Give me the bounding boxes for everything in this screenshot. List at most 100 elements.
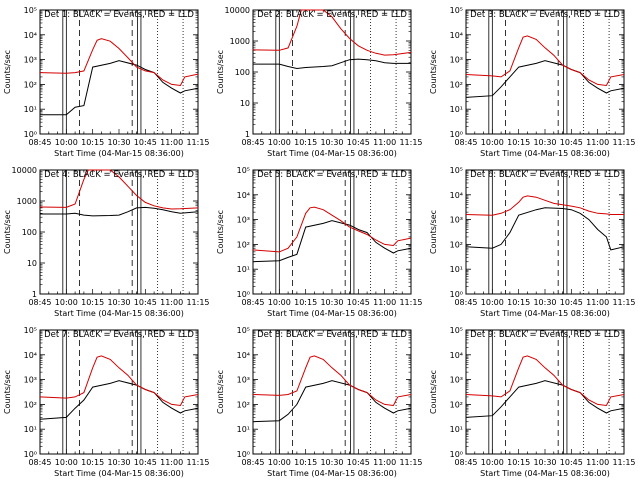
x-tick-label: 11:15 <box>612 298 635 307</box>
y-axis-label: Counts/sec <box>3 50 12 94</box>
y-tick-label: 10³ <box>237 376 250 385</box>
series-events-line <box>465 380 625 418</box>
series-events-line <box>252 380 412 423</box>
x-tick-label: 11:00 <box>160 458 183 467</box>
plot-title: Det 7: BLACK = Events, RED = LLD <box>44 330 194 340</box>
y-tick-label: 10 <box>27 259 37 268</box>
x-tick-label: 08:45 <box>28 298 51 307</box>
y-tick-label: 10⁵ <box>24 326 37 335</box>
y-tick-label: 1000 <box>230 37 250 46</box>
x-tick-label: 10:45 <box>134 138 157 147</box>
x-axis-label: Start Time (04-Mar-15 08:36:00) <box>54 309 184 318</box>
detector-plot-7: 10⁰ 10¹ 10² 10³ 10⁴ 10⁵ 08:45 10:00 10:15 10:30 10… <box>3 326 210 478</box>
series-events-line <box>40 60 199 116</box>
x-tick-label: 10:30 <box>533 138 556 147</box>
y-tick-label: 10² <box>237 400 250 409</box>
x-tick-label: 10:00 <box>481 298 504 307</box>
x-tick-label: 11:15 <box>399 138 422 147</box>
y-tick-label: 10⁵ <box>237 326 250 335</box>
y-tick-label: 10⁵ <box>450 166 463 175</box>
y-tick-label: 10¹ <box>24 425 37 434</box>
y-axis-label: Counts/sec <box>3 210 12 254</box>
x-tick-label: 10:00 <box>268 458 291 467</box>
detector-plot-8: 10⁰ 10¹ 10² 10³ 10⁴ 10⁵ 08:45 10:00 10:15 10:30 10… <box>216 326 423 478</box>
x-tick-label: 11:00 <box>373 458 396 467</box>
x-tick-label: 10:45 <box>347 298 370 307</box>
y-tick-label: 10⁴ <box>237 191 250 200</box>
y-tick-label: 10⁴ <box>237 351 250 360</box>
y-tick-label: 10² <box>24 400 37 409</box>
x-tick-label: 10:15 <box>294 138 317 147</box>
y-tick-label: 10⁵ <box>450 6 463 15</box>
x-tick-label: 08:45 <box>28 458 51 467</box>
y-tick-label: 1 <box>245 130 250 139</box>
x-tick-label: 11:00 <box>373 138 396 147</box>
y-tick-label: 10⁴ <box>450 351 463 360</box>
x-axis-label: Start Time (04-Mar-15 08:36:00) <box>54 469 184 478</box>
y-tick-label: 10³ <box>450 216 463 225</box>
series-events-line <box>40 206 199 217</box>
y-tick-label: 10² <box>450 400 463 409</box>
series-lld-line <box>252 355 412 407</box>
x-axis-label: Start Time (04-Mar-15 08:36:00) <box>480 309 610 318</box>
y-axis-label: Counts/sec <box>216 370 225 414</box>
y-tick-label: 10⁰ <box>237 290 250 299</box>
y-tick-label: 10⁵ <box>237 166 250 175</box>
x-tick-label: 11:15 <box>399 458 422 467</box>
plot-title: Det 3: BLACK = Events, RED = LLD <box>470 10 620 20</box>
series-events-line <box>252 220 412 263</box>
y-tick-label: 10⁴ <box>24 31 37 40</box>
y-tick-label: 10² <box>24 80 37 89</box>
x-tick-label: 08:45 <box>454 458 477 467</box>
y-axis-label: Counts/sec <box>429 50 438 94</box>
x-tick-label: 10:30 <box>320 298 343 307</box>
x-tick-label: 10:45 <box>347 138 370 147</box>
series-lld-line <box>252 9 412 56</box>
x-tick-label: 10:00 <box>55 458 78 467</box>
series-lld-line <box>465 355 625 407</box>
series-lld-line <box>39 169 199 210</box>
y-axis-label: Counts/sec <box>3 370 12 414</box>
x-tick-label: 11:00 <box>586 298 609 307</box>
detector-plot-3: 10⁰ 10¹ 10² 10³ 10⁴ 10⁵ 08:45 10:00 10:15 10:30 10… <box>429 6 636 158</box>
y-tick-label: 10³ <box>237 216 250 225</box>
plot-title: Det 8: BLACK = Events, RED = LLD <box>257 330 407 340</box>
x-tick-label: 10:30 <box>107 138 130 147</box>
x-tick-label: 11:00 <box>160 298 183 307</box>
series-events-line <box>39 380 199 420</box>
plot-title: Det 9: BLACK = Events, RED = LLD <box>470 330 620 340</box>
y-tick-label: 10¹ <box>450 425 463 434</box>
y-tick-label: 10⁴ <box>24 351 37 360</box>
x-tick-label: 10:00 <box>481 458 504 467</box>
y-tick-label: 100 <box>235 68 250 77</box>
x-tick-label: 11:15 <box>186 138 209 147</box>
detector-plot-9: 10⁰ 10¹ 10² 10³ 10⁴ 10⁵ 08:45 10:00 10:15 10:30 10… <box>429 326 636 478</box>
x-tick-label: 10:15 <box>507 458 530 467</box>
x-axis-label: Start Time (04-Mar-15 08:36:00) <box>267 469 397 478</box>
y-tick-label: 10¹ <box>237 425 250 434</box>
x-axis-label: Start Time (04-Mar-15 08:36:00) <box>480 149 610 158</box>
y-tick-label: 10³ <box>450 376 463 385</box>
x-tick-label: 10:15 <box>507 298 530 307</box>
x-tick-label: 11:00 <box>586 458 609 467</box>
y-tick-label: 10⁴ <box>450 191 463 200</box>
x-tick-label: 08:45 <box>241 138 264 147</box>
y-tick-label: 10⁵ <box>24 6 37 15</box>
x-tick-label: 11:15 <box>612 138 635 147</box>
x-tick-label: 10:45 <box>560 138 583 147</box>
plot-frame <box>39 329 199 455</box>
y-tick-label: 10⁰ <box>24 450 37 459</box>
y-tick-label: 1 <box>32 290 37 299</box>
plot-frame <box>39 9 199 135</box>
y-tick-label: 10⁰ <box>24 130 37 139</box>
y-axis-label: Counts/sec <box>429 370 438 414</box>
x-tick-label: 08:45 <box>28 138 51 147</box>
x-tick-label: 08:45 <box>241 458 264 467</box>
y-tick-label: 10³ <box>24 376 37 385</box>
y-tick-label: 10⁰ <box>237 450 250 459</box>
plot-frame <box>252 9 412 135</box>
detector-plot-5: 10⁰ 10¹ 10² 10³ 10⁴ 10⁵ 08:45 10:00 10:15 10:30 10… <box>216 166 423 318</box>
x-tick-label: 10:45 <box>347 458 370 467</box>
plot-frame <box>39 169 199 295</box>
